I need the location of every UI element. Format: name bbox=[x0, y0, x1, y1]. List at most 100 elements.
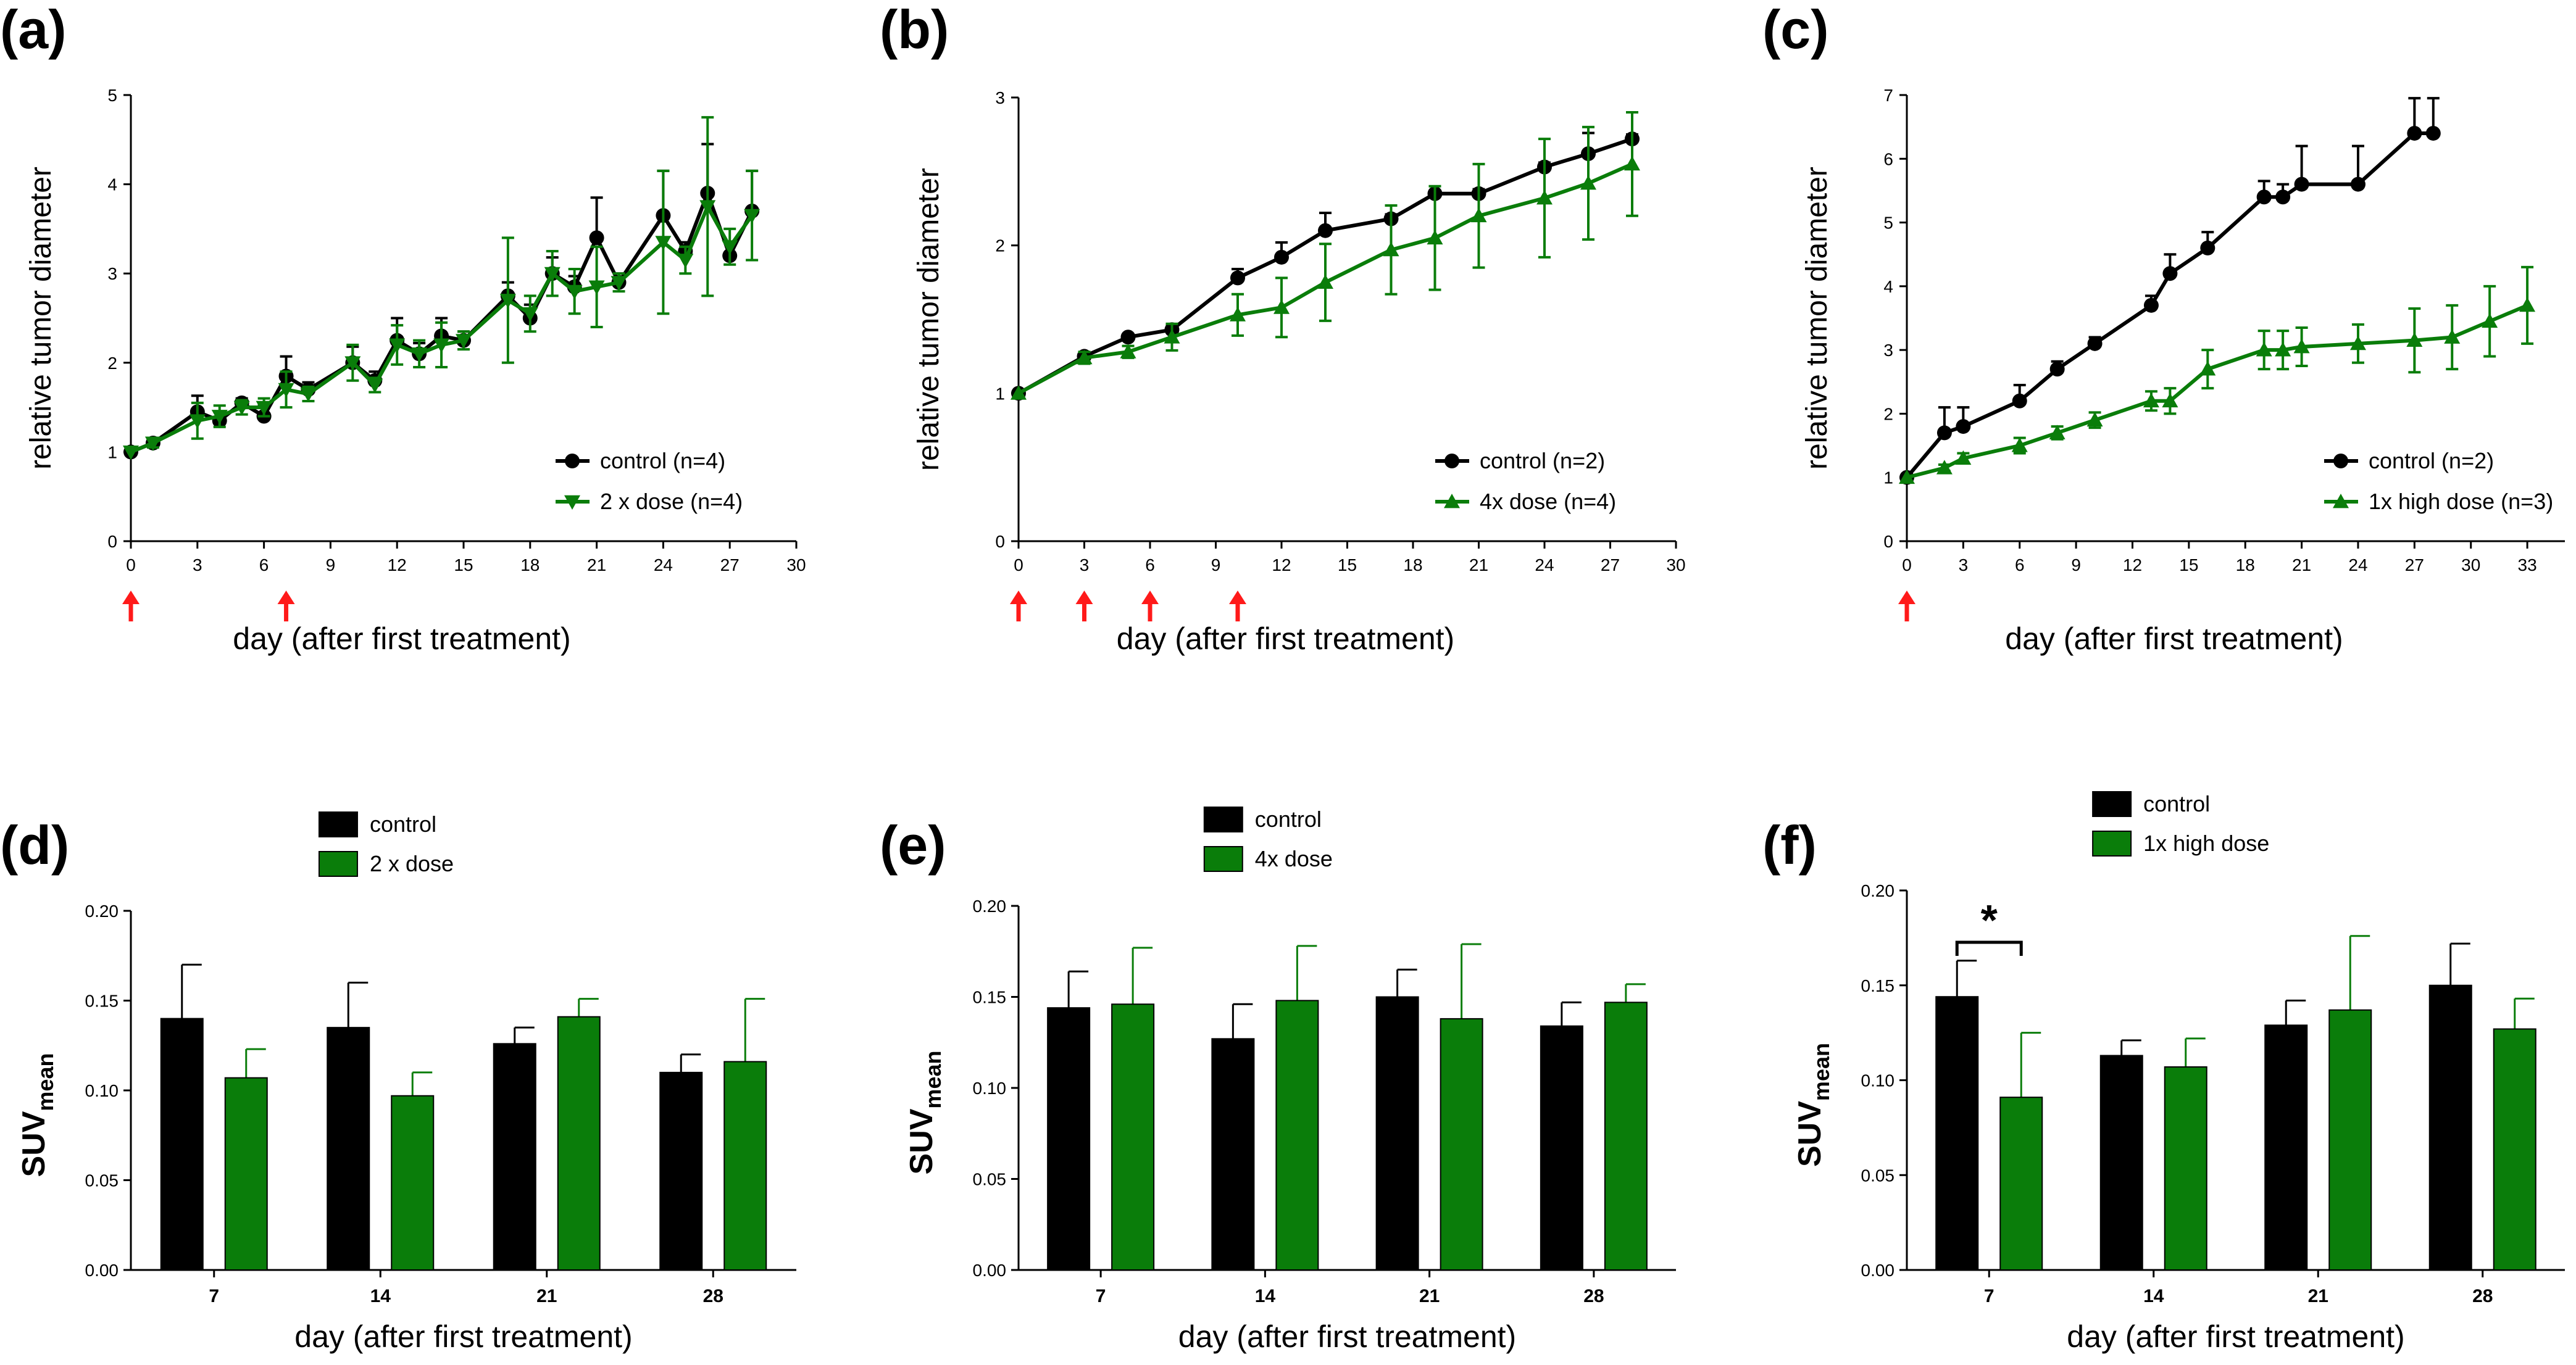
legend-label: control bbox=[1255, 807, 1322, 832]
data-point bbox=[2162, 392, 2178, 408]
data-point bbox=[2011, 438, 2028, 452]
bar-group bbox=[1999, 1032, 2043, 1271]
y-axis-title: SUVmean bbox=[904, 1051, 946, 1175]
y-tick-label: 0.00 bbox=[973, 1261, 1007, 1280]
data-point bbox=[611, 276, 627, 291]
bar-control bbox=[1211, 1038, 1255, 1271]
data-point bbox=[1318, 223, 1333, 238]
x-tick-label: 18 bbox=[520, 555, 540, 575]
x-tick-label: 21 bbox=[2308, 1286, 2328, 1306]
panel-label: (c) bbox=[1762, 0, 1829, 60]
data-point bbox=[344, 356, 361, 371]
y-axis-title: SUVmean bbox=[16, 1053, 58, 1177]
x-tick-label: 3 bbox=[1080, 555, 1090, 575]
data-point bbox=[211, 410, 228, 425]
x-tick-label: 12 bbox=[388, 555, 407, 575]
bar-control bbox=[160, 1018, 204, 1271]
bar-control bbox=[2099, 1055, 2143, 1271]
y-axis-title-sub: mean bbox=[920, 1051, 946, 1109]
x-tick-label: 30 bbox=[786, 555, 806, 575]
y-tick-label: 0.05 bbox=[85, 1171, 119, 1190]
treatment-arrow bbox=[1075, 591, 1093, 621]
legend-entry: 4x dose bbox=[1203, 846, 1333, 872]
legend-entry: control bbox=[1203, 807, 1322, 832]
bar-control bbox=[1935, 996, 1979, 1271]
y-tick-label: 0.05 bbox=[1861, 1166, 1895, 1185]
x-tick-label: 6 bbox=[2015, 555, 2025, 575]
data-point bbox=[411, 347, 428, 362]
data-point bbox=[1936, 460, 1953, 475]
legend-marker bbox=[2333, 454, 2348, 468]
bar-treatment bbox=[1999, 1097, 2043, 1271]
legend-label: 1x high dose bbox=[2143, 831, 2269, 856]
data-point bbox=[1230, 307, 1246, 322]
data-point bbox=[2256, 342, 2272, 357]
data-point bbox=[1536, 189, 1553, 205]
x-tick-label: 24 bbox=[654, 555, 673, 575]
y-tick-label: 0.00 bbox=[1861, 1261, 1895, 1280]
y-axis-title-main: SUV bbox=[1792, 1101, 1828, 1167]
bar-group bbox=[1375, 968, 1419, 1271]
data-point bbox=[544, 267, 561, 282]
data-point bbox=[2012, 393, 2027, 409]
data-point bbox=[499, 294, 516, 309]
data-point bbox=[677, 254, 694, 268]
data-point bbox=[144, 436, 161, 451]
x-tick-label: 15 bbox=[1338, 555, 1357, 575]
data-point bbox=[522, 307, 538, 322]
bracket-line bbox=[1955, 940, 2023, 956]
data-point bbox=[2425, 125, 2441, 141]
x-tick-label: 9 bbox=[326, 555, 336, 575]
x-tick-label: 3 bbox=[193, 555, 202, 575]
data-point bbox=[2275, 189, 2291, 205]
legend-label: control bbox=[370, 811, 436, 837]
legend-label: control (n=2) bbox=[2369, 448, 2494, 473]
x-tick-label: 28 bbox=[2472, 1286, 2493, 1306]
bar-control bbox=[1047, 1007, 1091, 1271]
data-point bbox=[2049, 362, 2065, 377]
data-point bbox=[389, 338, 406, 353]
data-point bbox=[2087, 336, 2103, 351]
x-tick-label: 30 bbox=[1666, 555, 1685, 575]
x-tick-label: 7 bbox=[209, 1286, 219, 1306]
x-tick-label: 21 bbox=[587, 555, 606, 575]
bar-group bbox=[327, 981, 370, 1271]
panel-label: (b) bbox=[880, 0, 949, 60]
x-axis-title: day (after first treatment) bbox=[1178, 1319, 1516, 1354]
data-point bbox=[189, 414, 206, 429]
y-axis-title: relative tumor diameter bbox=[912, 168, 945, 471]
legend-entry: 1x high dose (n=3) bbox=[2324, 489, 2553, 514]
legend-label: control (n=2) bbox=[1480, 448, 1605, 473]
data-point bbox=[2444, 329, 2461, 344]
data-point bbox=[2162, 266, 2178, 281]
data-point bbox=[1076, 349, 1093, 365]
treatment-arrow-head bbox=[1229, 591, 1246, 604]
series-treatment bbox=[1899, 265, 2536, 484]
y-tick-label: 3 bbox=[995, 88, 1005, 107]
y-tick-label: 1 bbox=[995, 384, 1005, 403]
y-axis-title-sub: mean bbox=[33, 1053, 58, 1111]
data-point bbox=[566, 284, 583, 300]
x-tick-label: 12 bbox=[1272, 555, 1291, 575]
y-tick-label: 3 bbox=[107, 264, 117, 283]
legend-entry: 2 x dose (n=4) bbox=[556, 489, 743, 514]
data-point bbox=[1273, 299, 1290, 314]
data-point bbox=[2406, 332, 2423, 347]
data-point bbox=[1011, 385, 1027, 400]
bar-chart-d: (d) 0.00 0.05 0.10 0.15 0.20 SUVmean day (after… bbox=[0, 811, 796, 1354]
y-tick-label: 0.20 bbox=[973, 897, 1007, 916]
data-point bbox=[1470, 207, 1487, 223]
bar-treatment bbox=[391, 1095, 435, 1271]
data-point bbox=[2294, 176, 2309, 192]
bar-treatment bbox=[2164, 1066, 2207, 1271]
bar-group bbox=[2164, 1037, 2207, 1271]
x-tick-label: 3 bbox=[1959, 555, 1969, 575]
legend-swatch bbox=[1203, 846, 1243, 872]
legend-marker bbox=[2333, 494, 2349, 508]
treatment-arrow bbox=[1898, 591, 1915, 621]
y-tick-label: 7 bbox=[1883, 86, 1893, 105]
data-point bbox=[256, 400, 272, 416]
y-axis-title-main: SUV bbox=[16, 1111, 52, 1177]
x-tick-label: 18 bbox=[1403, 555, 1422, 575]
